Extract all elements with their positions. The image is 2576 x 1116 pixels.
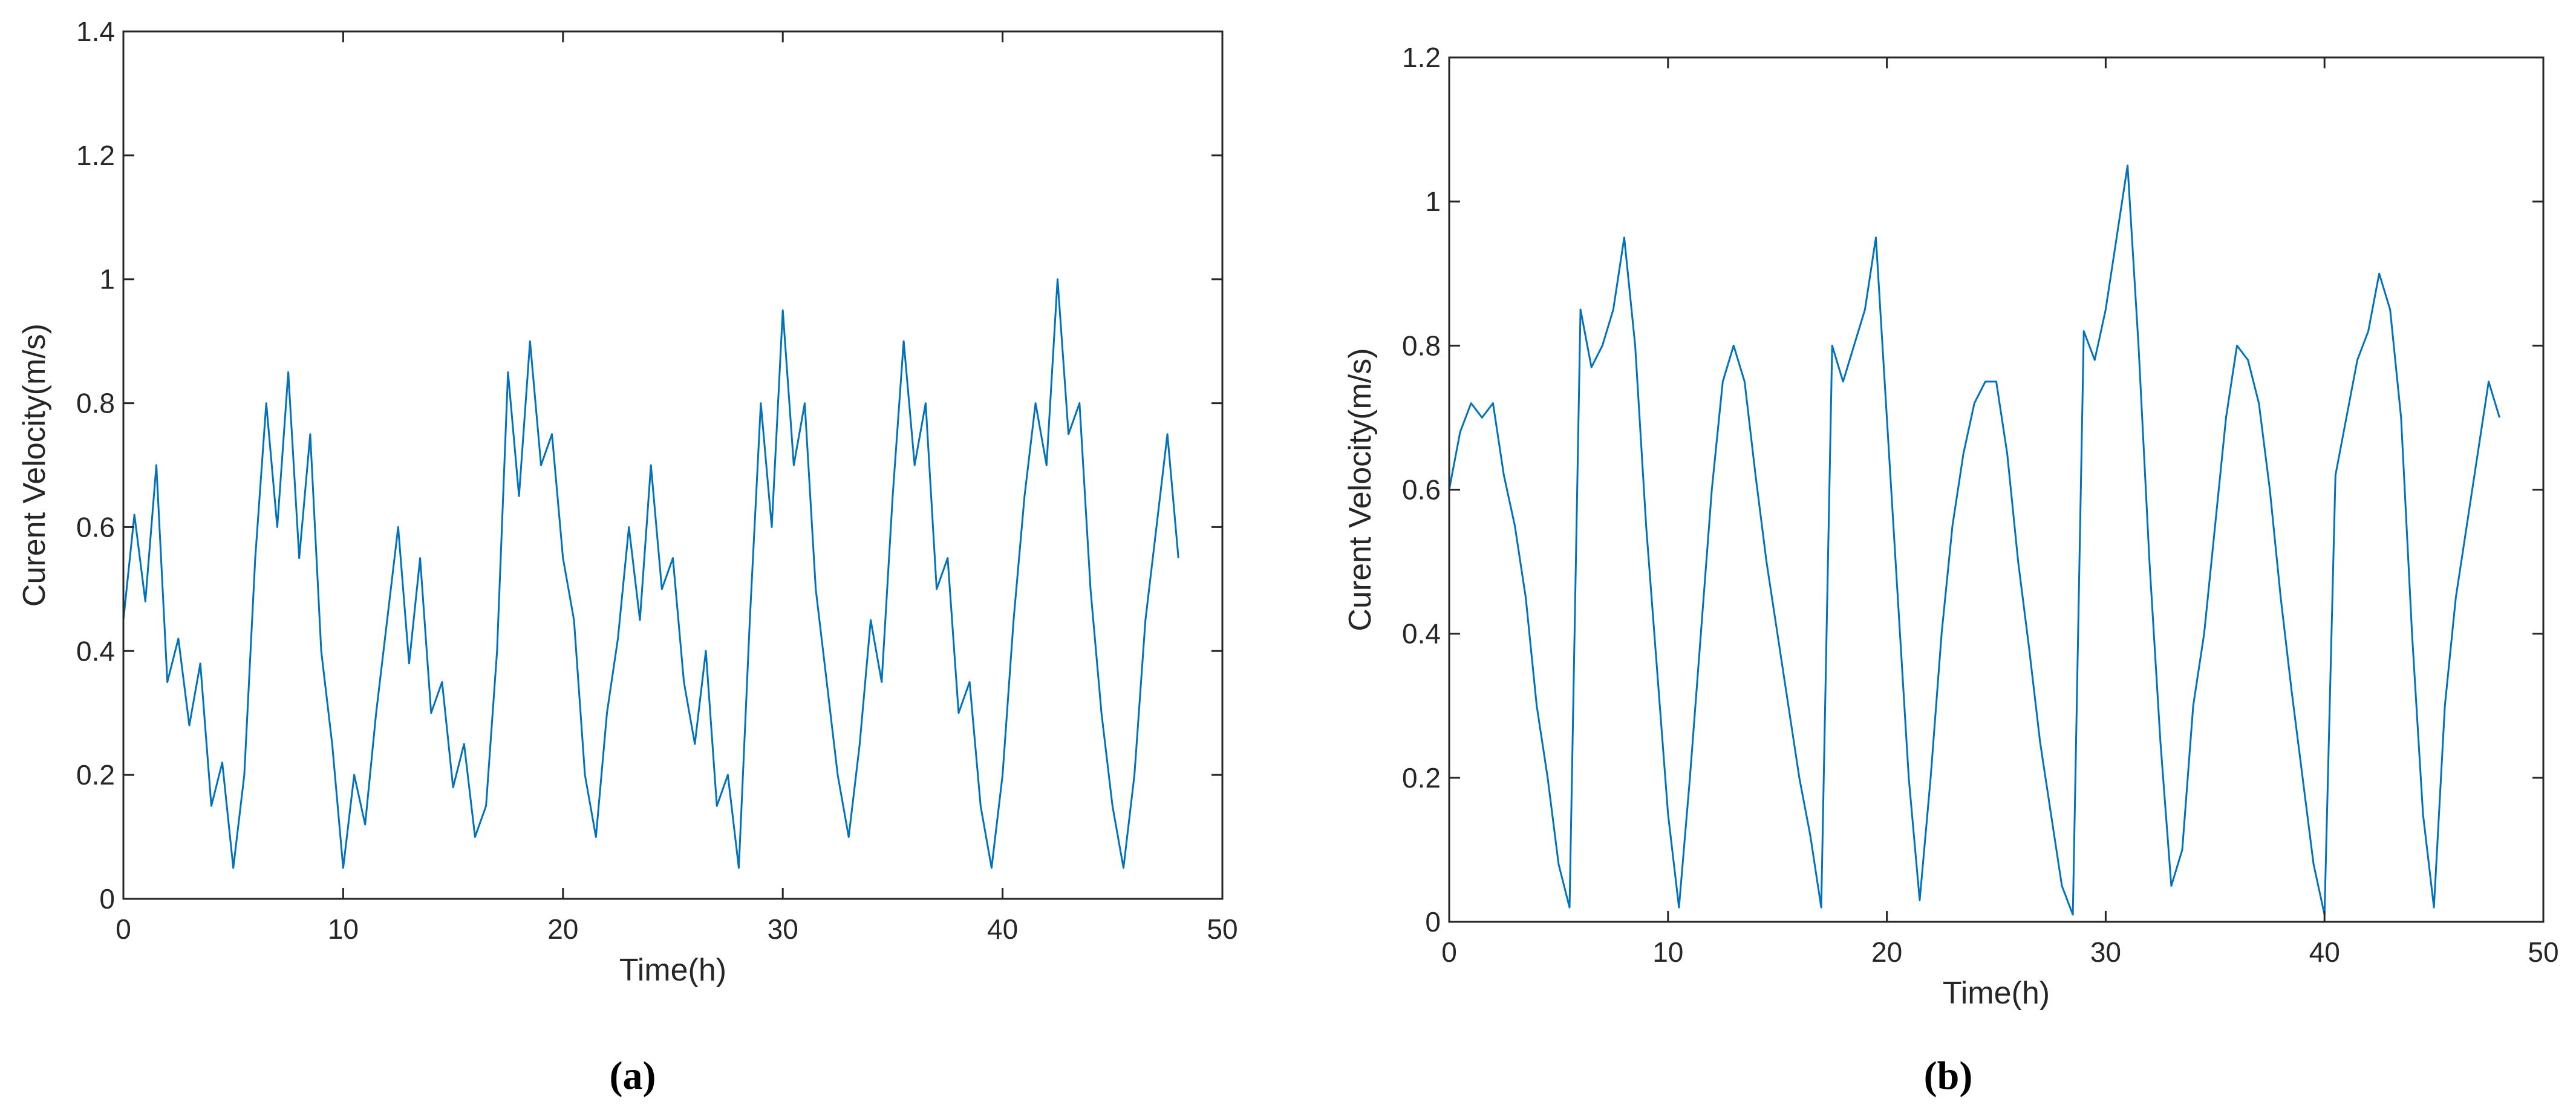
y-tick-label: 1.4: [76, 16, 115, 47]
x-tick-label: 0: [116, 913, 131, 945]
x-tick-label: 20: [1871, 936, 1902, 968]
x-tick-label: 0: [1441, 936, 1457, 968]
plot-frame: [1448, 56, 2545, 923]
x-axis-label: Time(h): [619, 953, 726, 988]
caption: (b): [1924, 1054, 1973, 1098]
chart: 0 0.2 0.4 0.6 0.8 1 1.2 0 10 20 30 40 50 Time(h) Curen…: [1343, 42, 2559, 1098]
x-tick-label: 20: [547, 913, 578, 945]
y-axis-label: Curent Velocity(m/s): [17, 324, 52, 607]
x-tick-label: 10: [328, 913, 359, 945]
y-tick-label: 1.2: [76, 140, 115, 171]
x-tick-label: 50: [2528, 936, 2558, 968]
y-tick-label: 0.2: [1402, 762, 1441, 794]
data-line: [1448, 165, 2501, 916]
data-line: [122, 278, 1179, 869]
y-tick-label: 0.4: [1402, 618, 1441, 650]
y-tick-label: 1.2: [1402, 42, 1441, 73]
y-tick-label: 1: [1425, 186, 1441, 217]
y-axis-label: Curent Velocity(m/s): [1343, 348, 1378, 631]
x-axis-label: Time(h): [1943, 976, 2050, 1011]
chart: 0 0.2 0.4 0.6 0.8 1 1.2 1.4 0 10 20 30 40 50 Time(h) Cu…: [17, 16, 1238, 1098]
x-tick-label: 10: [1652, 936, 1683, 968]
y-tick-label: 0.6: [76, 511, 115, 543]
y-tick-label: 0.2: [76, 759, 115, 791]
y-tick-label: 0.8: [1402, 330, 1441, 361]
y-tick-label: 1: [99, 264, 115, 295]
y-tick-label: 0: [99, 883, 115, 915]
y-tick-label: 0.6: [1402, 474, 1441, 506]
x-tick-label: 40: [987, 913, 1018, 945]
x-tick-label: 50: [1207, 913, 1237, 945]
x-tick-label: 40: [2309, 936, 2340, 968]
x-tick-label: 30: [2090, 936, 2121, 968]
y-tick-label: 0.4: [76, 635, 115, 667]
plot-frame: [122, 30, 1224, 900]
caption: (a): [610, 1054, 656, 1098]
y-tick-label: 0.8: [76, 388, 115, 419]
x-tick-label: 30: [768, 913, 798, 945]
y-tick-label: 0: [1425, 906, 1441, 938]
